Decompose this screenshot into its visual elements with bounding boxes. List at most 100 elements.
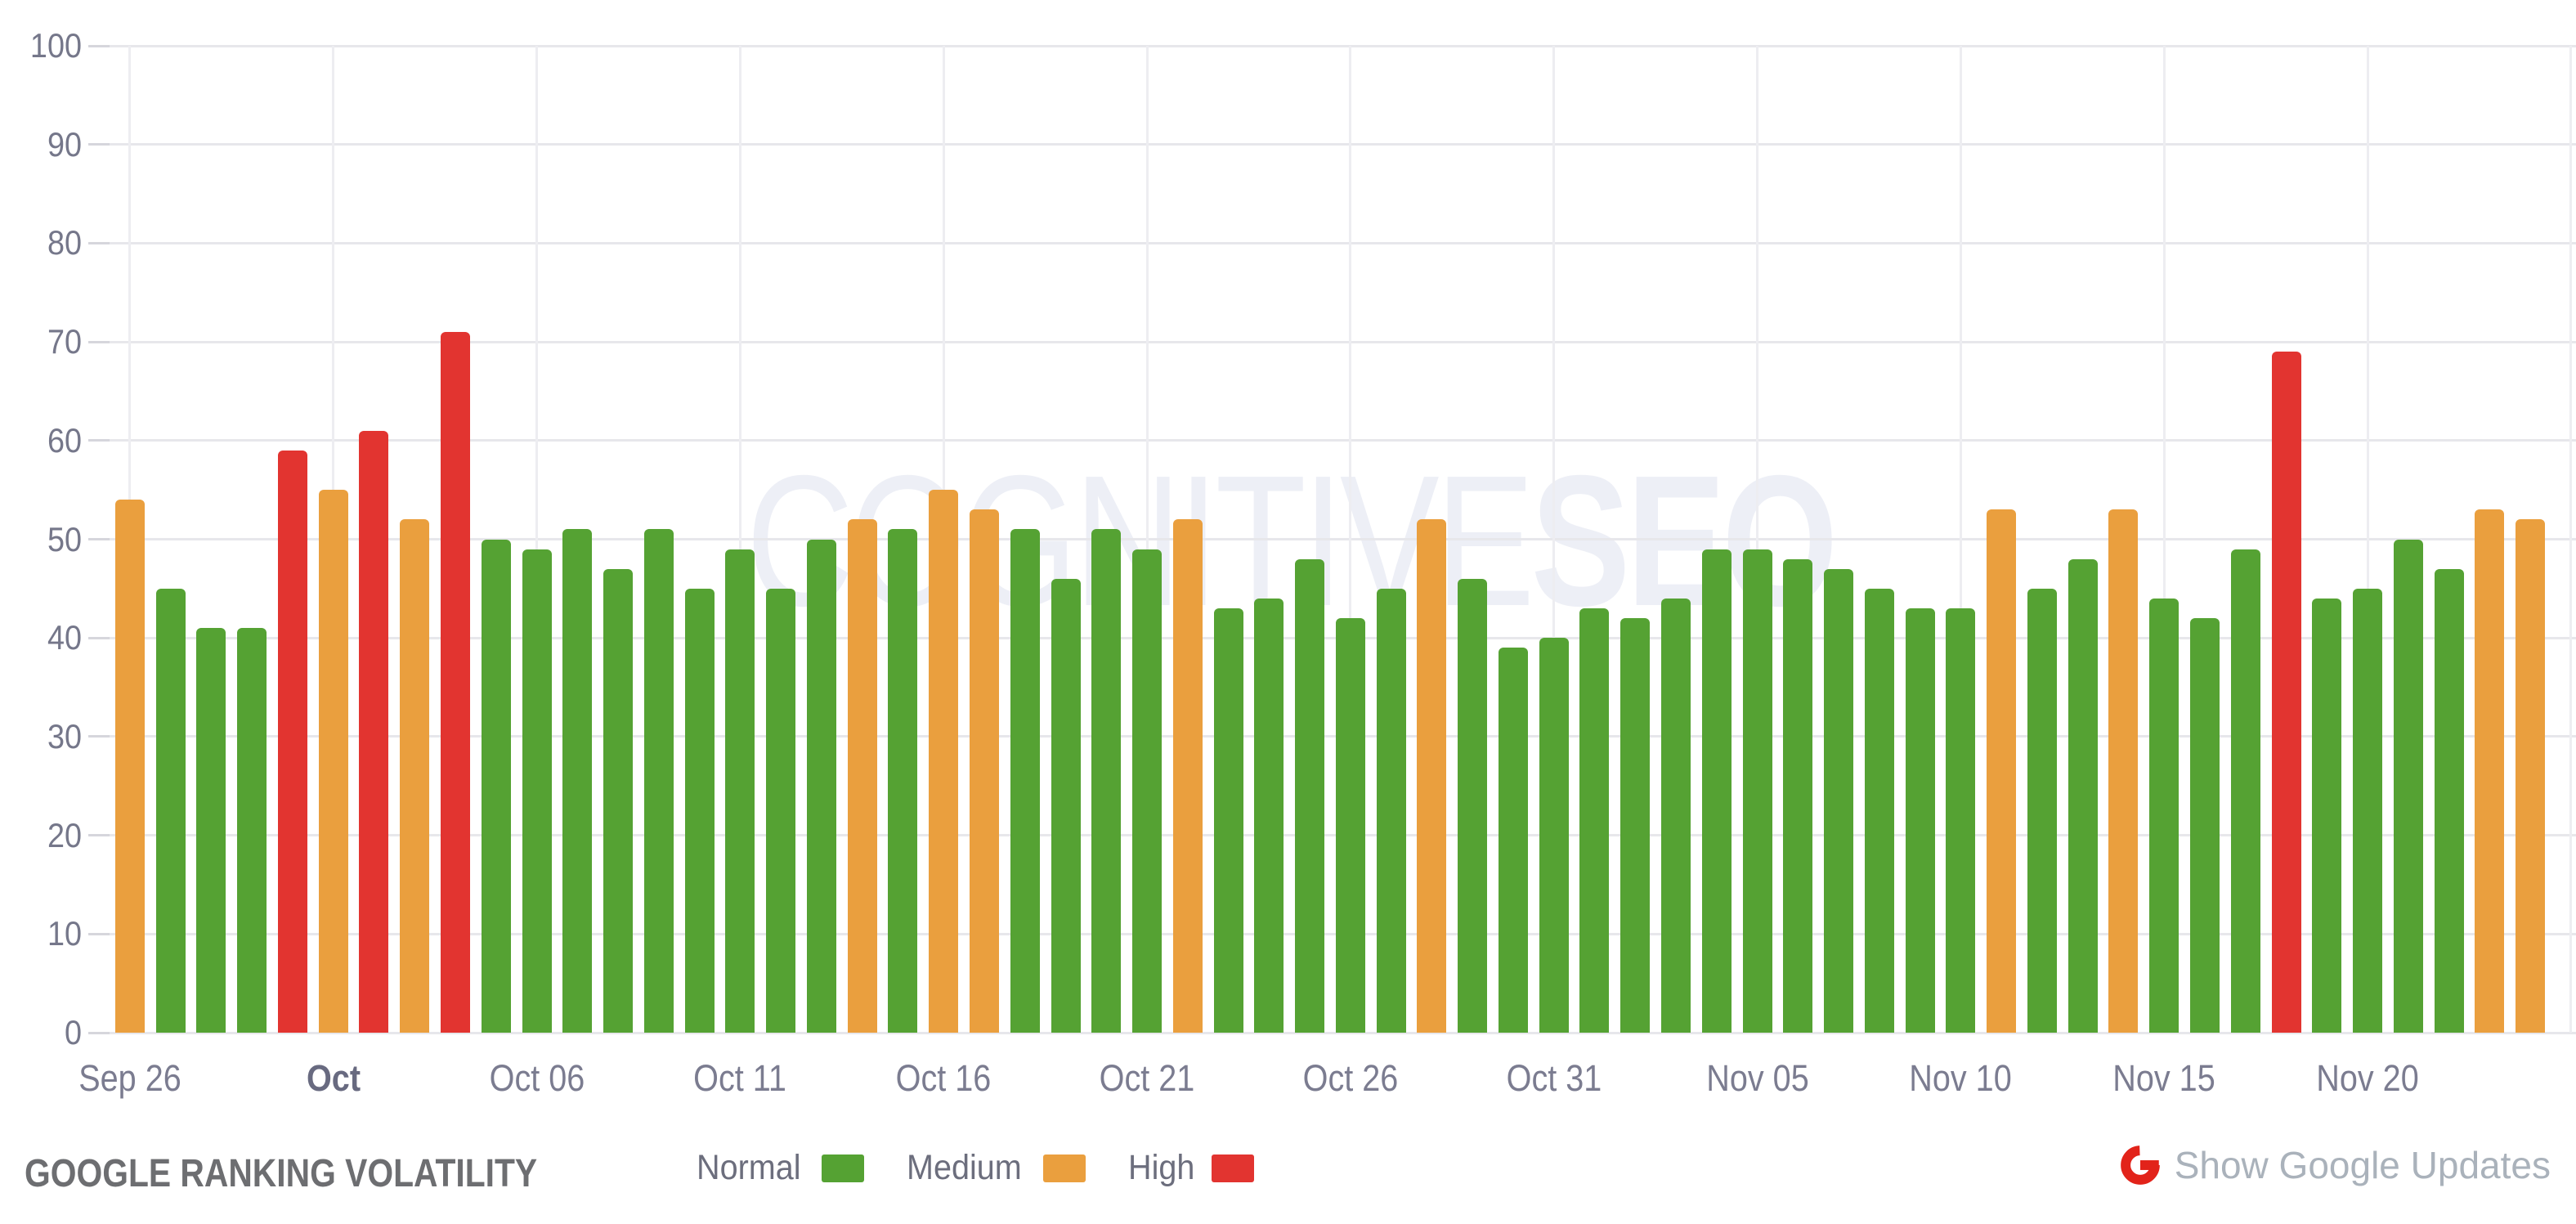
y-axis-label: 70 bbox=[47, 322, 82, 361]
chart-title: GOOGLE RANKING VOLATILITY bbox=[25, 1152, 538, 1195]
y-axis-tick bbox=[88, 735, 110, 738]
volatility-bar[interactable] bbox=[2312, 598, 2342, 1033]
volatility-bar[interactable] bbox=[847, 519, 877, 1033]
volatility-bar[interactable] bbox=[1132, 549, 1163, 1033]
chart-legend: Normal Medium High bbox=[697, 1148, 1254, 1188]
volatility-bar[interactable] bbox=[643, 529, 674, 1033]
x-axis-label: Nov 10 bbox=[1909, 1057, 2013, 1099]
volatility-bar[interactable] bbox=[1824, 568, 1854, 1033]
volatility-bar[interactable] bbox=[1864, 588, 1894, 1033]
gridline-horizontal bbox=[110, 340, 2576, 343]
volatility-bar[interactable] bbox=[2434, 568, 2464, 1033]
volatility-bar[interactable] bbox=[2353, 588, 2383, 1033]
volatility-bar[interactable] bbox=[1417, 519, 1447, 1033]
volatility-bar[interactable] bbox=[2068, 558, 2098, 1033]
gridline-horizontal bbox=[110, 538, 2576, 540]
gridline-vertical bbox=[2366, 46, 2369, 1033]
volatility-bar[interactable] bbox=[1091, 529, 1122, 1033]
y-axis-label: 10 bbox=[47, 914, 82, 953]
volatility-bar[interactable] bbox=[1172, 519, 1203, 1033]
show-google-updates-button[interactable]: Show Google Updates bbox=[2119, 1143, 2551, 1187]
volatility-bar[interactable] bbox=[1213, 608, 1243, 1033]
y-axis-tick bbox=[88, 932, 110, 935]
y-axis-tick bbox=[88, 340, 110, 343]
legend-item-medium[interactable]: Medium bbox=[907, 1148, 1086, 1188]
volatility-bar[interactable] bbox=[1010, 529, 1040, 1033]
legend-swatch-medium-icon bbox=[1042, 1154, 1086, 1182]
volatility-bar[interactable] bbox=[888, 529, 918, 1033]
volatility-bar[interactable] bbox=[1905, 608, 1935, 1033]
volatility-bar[interactable] bbox=[522, 549, 552, 1033]
volatility-bar[interactable] bbox=[359, 430, 389, 1033]
volatility-bar[interactable] bbox=[2393, 539, 2423, 1033]
volatility-bar[interactable] bbox=[603, 568, 634, 1033]
volatility-bar[interactable] bbox=[562, 529, 593, 1033]
volatility-bar[interactable] bbox=[684, 588, 715, 1033]
volatility-bar[interactable] bbox=[1783, 558, 1813, 1033]
volatility-bar[interactable] bbox=[2027, 588, 2057, 1033]
x-axis-label: Sep 26 bbox=[78, 1057, 181, 1099]
volatility-bar[interactable] bbox=[806, 539, 836, 1033]
volatility-bar[interactable] bbox=[277, 450, 307, 1033]
volatility-bar[interactable] bbox=[1376, 588, 1406, 1033]
volatility-bar[interactable] bbox=[2230, 549, 2260, 1033]
volatility-bar[interactable] bbox=[1295, 558, 1325, 1033]
volatility-bar[interactable] bbox=[2108, 509, 2139, 1033]
y-axis-label: 90 bbox=[47, 124, 82, 164]
volatility-bar[interactable] bbox=[1579, 608, 1610, 1033]
volatility-bar[interactable] bbox=[2516, 519, 2546, 1033]
volatility-bar[interactable] bbox=[2475, 509, 2505, 1033]
volatility-bar[interactable] bbox=[969, 509, 999, 1033]
volatility-bar[interactable] bbox=[2189, 618, 2220, 1033]
volatility-bar[interactable] bbox=[1661, 598, 1691, 1033]
volatility-bar[interactable] bbox=[1701, 549, 1732, 1033]
gridline-horizontal bbox=[110, 44, 2576, 47]
y-axis-tick bbox=[88, 241, 110, 244]
volatility-bar[interactable] bbox=[237, 628, 267, 1033]
gridline-horizontal bbox=[110, 241, 2576, 244]
gridline-vertical bbox=[535, 46, 539, 1033]
volatility-bar[interactable] bbox=[1051, 578, 1081, 1033]
volatility-bar[interactable] bbox=[766, 588, 796, 1033]
y-axis-label: 60 bbox=[47, 420, 82, 460]
volatility-bar[interactable] bbox=[400, 519, 430, 1033]
legend-label-high: High bbox=[1127, 1148, 1194, 1187]
y-axis-label: 80 bbox=[47, 223, 82, 262]
legend-item-high[interactable]: High bbox=[1128, 1148, 1254, 1188]
gridline-vertical bbox=[2162, 46, 2166, 1033]
y-axis-tick bbox=[88, 538, 110, 540]
volatility-bar[interactable] bbox=[725, 549, 755, 1033]
x-axis-label: Oct 06 bbox=[489, 1057, 585, 1099]
legend-label-normal: Normal bbox=[697, 1148, 801, 1187]
volatility-bar[interactable] bbox=[441, 332, 471, 1033]
volatility-bar[interactable] bbox=[481, 539, 511, 1033]
gridline-horizontal bbox=[110, 439, 2576, 442]
volatility-bar[interactable] bbox=[929, 490, 959, 1033]
legend-swatch-high-icon bbox=[1211, 1154, 1254, 1182]
volatility-bar[interactable] bbox=[196, 628, 226, 1033]
show-google-updates-label: Show Google Updates bbox=[2174, 1144, 2551, 1186]
volatility-bar[interactable] bbox=[318, 490, 348, 1033]
legend-swatch-normal-icon bbox=[821, 1154, 864, 1182]
volatility-bar[interactable] bbox=[1498, 648, 1528, 1033]
gridline-vertical bbox=[738, 46, 741, 1033]
volatility-bar[interactable] bbox=[155, 588, 186, 1033]
volatility-bar[interactable] bbox=[1458, 578, 1488, 1033]
volatility-bar[interactable] bbox=[1254, 598, 1284, 1033]
volatility-bar[interactable] bbox=[114, 500, 145, 1033]
legend-item-normal[interactable]: Normal bbox=[697, 1148, 864, 1188]
volatility-bar[interactable] bbox=[1620, 618, 1651, 1033]
x-axis-label: Nov 05 bbox=[1705, 1057, 1809, 1099]
volatility-bar[interactable] bbox=[1987, 509, 2017, 1033]
volatility-bar[interactable] bbox=[2271, 352, 2301, 1033]
y-axis-tick bbox=[88, 636, 110, 639]
volatility-bar[interactable] bbox=[1742, 549, 1772, 1033]
volatility-bar[interactable] bbox=[1946, 608, 1976, 1033]
y-axis-label: 30 bbox=[47, 716, 82, 755]
volatility-bar[interactable] bbox=[1335, 618, 1365, 1033]
volatility-bar[interactable] bbox=[1539, 638, 1569, 1033]
gridline-vertical bbox=[2569, 46, 2573, 1033]
volatility-bar[interactable] bbox=[2149, 598, 2180, 1033]
gridline-horizontal bbox=[110, 1031, 2576, 1034]
